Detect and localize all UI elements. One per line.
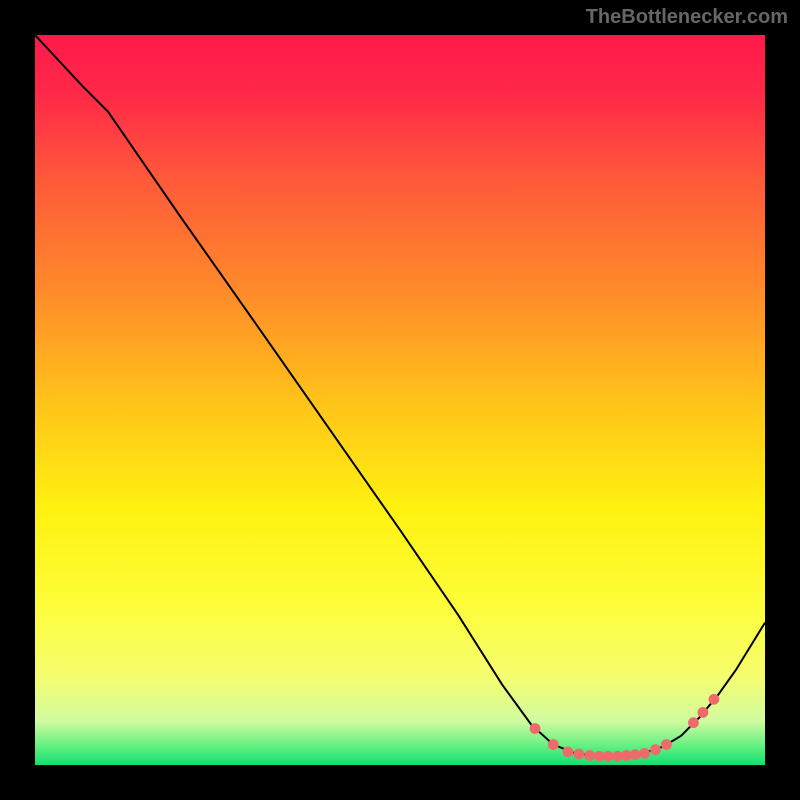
data-marker [584,750,595,761]
data-marker [650,744,661,755]
data-marker [563,746,574,757]
data-marker [661,739,672,750]
data-marker [639,748,650,759]
data-marker [709,694,720,705]
data-marker [688,717,699,728]
chart-container: TheBottlenecker.com [0,0,800,800]
data-marker [603,751,614,762]
data-marker [548,739,559,750]
marker-group [530,694,720,762]
data-marker [698,707,709,718]
plot-area [35,35,765,765]
watermark-text: TheBottlenecker.com [586,6,788,29]
data-marker [630,749,641,760]
bottleneck-curve [35,35,765,756]
curve-layer [35,35,765,765]
data-marker [573,749,584,760]
data-marker [530,723,541,734]
